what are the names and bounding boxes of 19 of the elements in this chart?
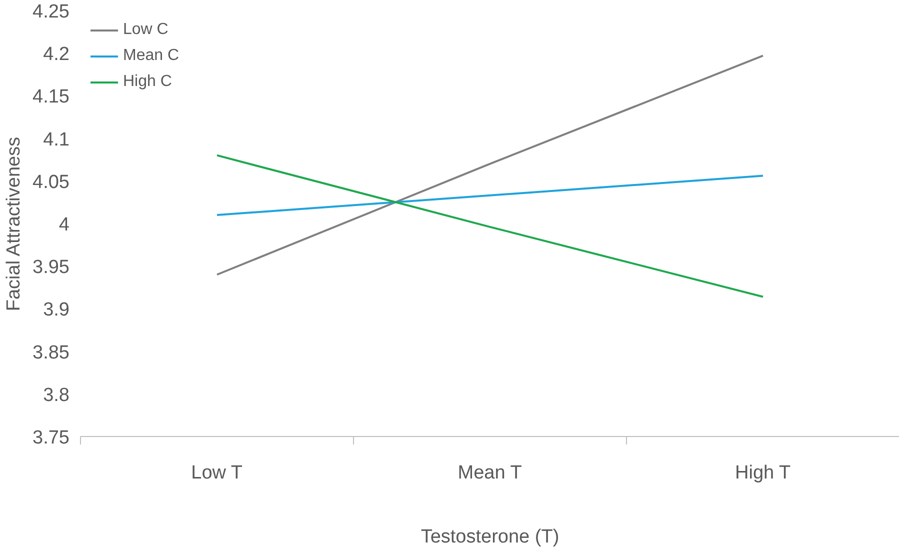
legend-label: Mean C — [123, 47, 180, 65]
legend-label: Low C — [123, 21, 168, 39]
legend-label: High C — [123, 73, 172, 91]
y-tick-label: 4.1 — [43, 129, 70, 150]
y-tick-label: 4.15 — [32, 86, 70, 108]
x-tick-label: High T — [735, 462, 792, 484]
y-tick-label: 3.9 — [43, 300, 70, 321]
y-tick-label: 3.8 — [43, 384, 70, 406]
x-tick-label: Mean T — [458, 462, 522, 484]
x-tick-label: Low T — [191, 462, 243, 484]
y-axis-title: Facial Attractiveness — [4, 136, 25, 312]
y-tick-label: 4.05 — [32, 172, 70, 193]
y-tick-label: 4.2 — [43, 44, 70, 66]
y-tick-label: 3.95 — [32, 257, 70, 278]
y-tick-label: 4 — [58, 214, 70, 236]
x-axis-title: Testosterone (T) — [420, 526, 560, 548]
y-tick-label: 4.25 — [32, 2, 70, 22]
y-tick-label: 3.75 — [32, 428, 70, 448]
y-tick-label: 3.85 — [32, 342, 70, 364]
